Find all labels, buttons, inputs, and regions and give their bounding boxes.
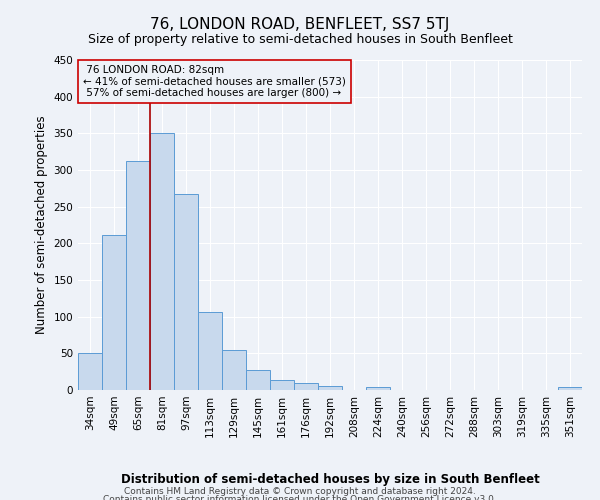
Bar xyxy=(198,312,222,390)
Bar xyxy=(78,352,102,390)
Bar xyxy=(222,350,246,390)
Bar xyxy=(150,134,174,390)
Y-axis label: Number of semi-detached properties: Number of semi-detached properties xyxy=(35,116,48,334)
Bar xyxy=(174,194,198,390)
Bar xyxy=(246,370,270,390)
Bar xyxy=(126,161,150,390)
Bar xyxy=(294,382,318,390)
Text: Contains public sector information licensed under the Open Government Licence v3: Contains public sector information licen… xyxy=(103,495,497,500)
Bar xyxy=(270,380,294,390)
Bar xyxy=(318,386,342,390)
Bar xyxy=(102,236,126,390)
Text: 76, LONDON ROAD, BENFLEET, SS7 5TJ: 76, LONDON ROAD, BENFLEET, SS7 5TJ xyxy=(151,18,449,32)
Text: Contains HM Land Registry data © Crown copyright and database right 2024.: Contains HM Land Registry data © Crown c… xyxy=(124,488,476,496)
Bar xyxy=(366,387,390,390)
Text: Distribution of semi-detached houses by size in South Benfleet: Distribution of semi-detached houses by … xyxy=(121,472,539,486)
Text: 76 LONDON ROAD: 82sqm
← 41% of semi-detached houses are smaller (573)
 57% of se: 76 LONDON ROAD: 82sqm ← 41% of semi-deta… xyxy=(83,65,346,98)
Text: Size of property relative to semi-detached houses in South Benfleet: Size of property relative to semi-detach… xyxy=(88,32,512,46)
Bar xyxy=(558,387,582,390)
